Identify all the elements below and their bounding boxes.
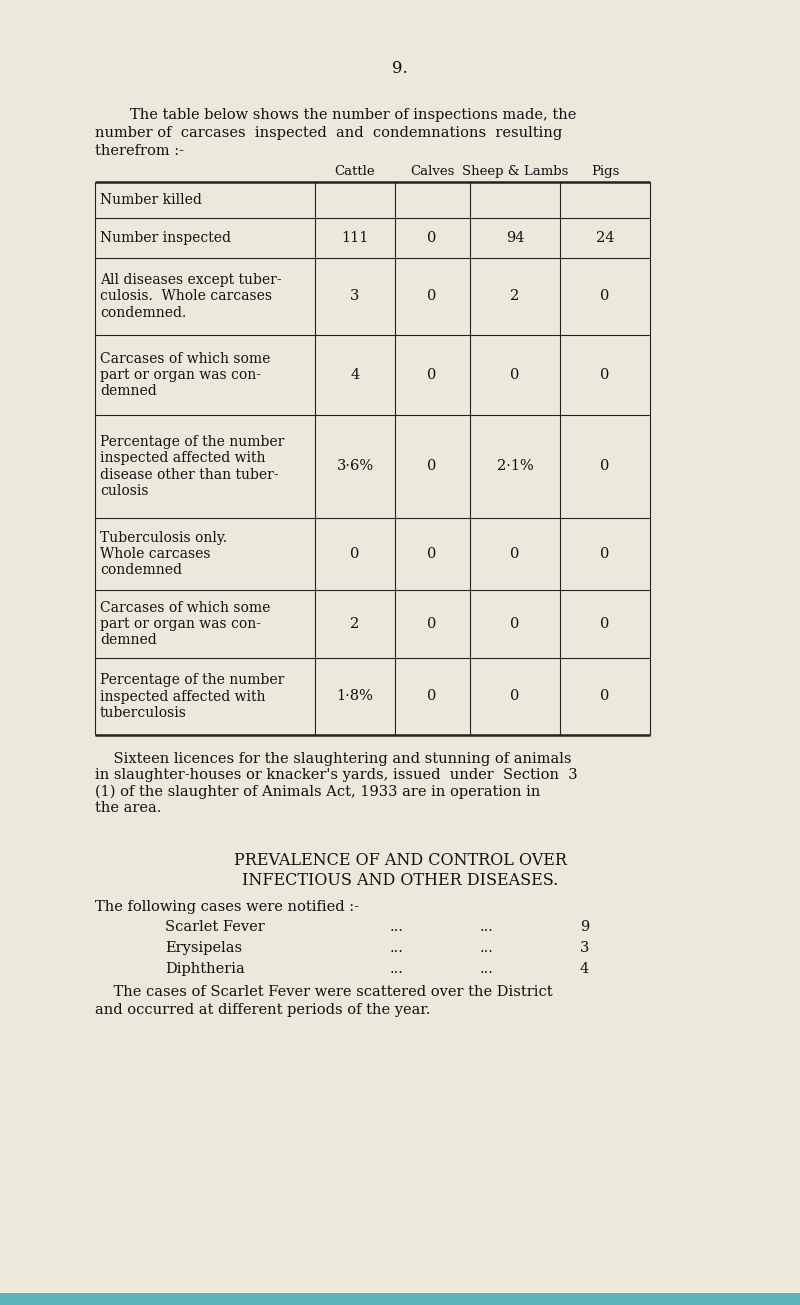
- Text: 4: 4: [350, 368, 360, 382]
- Text: 2·1%: 2·1%: [497, 459, 534, 474]
- Text: 0: 0: [427, 368, 437, 382]
- Text: The table below shows the number of inspections made, the: The table below shows the number of insp…: [130, 108, 576, 121]
- Text: 9: 9: [580, 920, 590, 934]
- Text: 0: 0: [600, 290, 610, 304]
- Text: Calves: Calves: [410, 164, 454, 177]
- Text: Scarlet Fever: Scarlet Fever: [165, 920, 265, 934]
- Text: ...: ...: [390, 962, 404, 976]
- Text: and occurred at different periods of the year.: and occurred at different periods of the…: [95, 1004, 430, 1017]
- Text: Pigs: Pigs: [591, 164, 619, 177]
- Text: 0: 0: [427, 459, 437, 474]
- Text: 2: 2: [510, 290, 520, 304]
- Text: 111: 111: [342, 231, 369, 245]
- Text: Carcases of which some
part or organ was con-
demned: Carcases of which some part or organ was…: [100, 600, 270, 647]
- Text: Number killed: Number killed: [100, 193, 202, 207]
- Text: PREVALENCE OF AND CONTROL OVER: PREVALENCE OF AND CONTROL OVER: [234, 852, 566, 869]
- Text: Carcases of which some
part or organ was con-
demned: Carcases of which some part or organ was…: [100, 352, 270, 398]
- Text: 0: 0: [510, 617, 520, 632]
- Text: 0: 0: [600, 689, 610, 703]
- Text: ...: ...: [480, 962, 494, 976]
- Text: Percentage of the number
inspected affected with
disease other than tuber-
culos: Percentage of the number inspected affec…: [100, 435, 284, 497]
- Text: 0: 0: [510, 547, 520, 561]
- Text: The cases of Scarlet Fever were scattered over the District: The cases of Scarlet Fever were scattere…: [95, 985, 553, 1000]
- Text: 0: 0: [427, 689, 437, 703]
- Text: 0: 0: [600, 547, 610, 561]
- Text: Diphtheria: Diphtheria: [165, 962, 245, 976]
- Text: number of  carcases  inspected  and  condemnations  resulting: number of carcases inspected and condemn…: [95, 127, 562, 140]
- Text: 9.: 9.: [392, 60, 408, 77]
- Text: 0: 0: [427, 231, 437, 245]
- Bar: [0, 1293, 800, 1305]
- Text: 0: 0: [600, 459, 610, 474]
- Text: The following cases were notified :-: The following cases were notified :-: [95, 900, 359, 914]
- Text: 2: 2: [350, 617, 360, 632]
- Text: 0: 0: [427, 547, 437, 561]
- Text: ...: ...: [480, 920, 494, 934]
- Text: Sixteen licences for the slaughtering and stunning of animals
in slaughter-house: Sixteen licences for the slaughtering an…: [95, 752, 578, 816]
- Text: 0: 0: [510, 689, 520, 703]
- Text: Erysipelas: Erysipelas: [165, 941, 242, 955]
- Text: 0: 0: [600, 368, 610, 382]
- Text: therefrom :-: therefrom :-: [95, 144, 184, 158]
- Text: Cattle: Cattle: [334, 164, 375, 177]
- Text: 0: 0: [600, 617, 610, 632]
- Text: Percentage of the number
inspected affected with
tuberculosis: Percentage of the number inspected affec…: [100, 673, 284, 719]
- Text: 3: 3: [350, 290, 360, 304]
- Text: INFECTIOUS AND OTHER DISEASES.: INFECTIOUS AND OTHER DISEASES.: [242, 872, 558, 889]
- Text: 24: 24: [596, 231, 614, 245]
- Text: All diseases except tuber-
culosis.  Whole carcases
condemned.: All diseases except tuber- culosis. Whol…: [100, 273, 282, 320]
- Text: Tuberculosis only.
Whole carcases
condemned: Tuberculosis only. Whole carcases condem…: [100, 531, 227, 577]
- Text: 94: 94: [506, 231, 524, 245]
- Text: Number inspected: Number inspected: [100, 231, 231, 245]
- Text: 0: 0: [510, 368, 520, 382]
- Text: ...: ...: [390, 920, 404, 934]
- Text: 0: 0: [350, 547, 360, 561]
- Text: 0: 0: [427, 617, 437, 632]
- Text: 3·6%: 3·6%: [337, 459, 374, 474]
- Text: Sheep & Lambs: Sheep & Lambs: [462, 164, 568, 177]
- Text: 4: 4: [580, 962, 590, 976]
- Text: 3: 3: [580, 941, 590, 955]
- Text: 1·8%: 1·8%: [337, 689, 374, 703]
- Text: 0: 0: [427, 290, 437, 304]
- Text: ...: ...: [390, 941, 404, 955]
- Text: ...: ...: [480, 941, 494, 955]
